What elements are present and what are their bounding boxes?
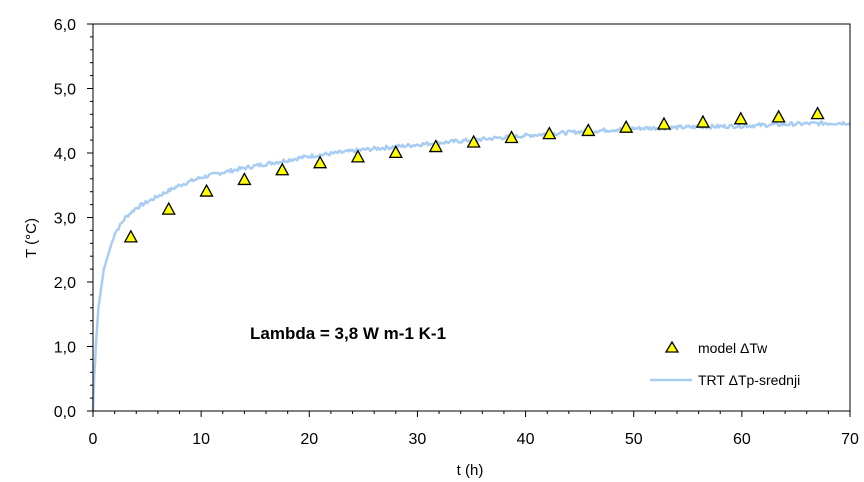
x-tick-label: 40 — [517, 431, 535, 448]
x-tick-label: 50 — [625, 431, 643, 448]
model-point — [123, 229, 138, 243]
model-point — [275, 162, 290, 176]
model-point — [237, 172, 252, 186]
legend: model ΔTw TRT ΔTp-srednji — [650, 340, 800, 388]
y-tick-label: 0,0 — [54, 404, 76, 421]
legend-label-model: model ΔTw — [698, 340, 768, 356]
lambda-annotation: Lambda = 3,8 W m-1 K-1 — [250, 324, 446, 343]
model-point — [695, 114, 711, 128]
y-tick-label: 6,0 — [54, 17, 76, 34]
plot-area — [91, 106, 851, 412]
x-tick-label: 60 — [733, 431, 751, 448]
x-axis-title: t (h) — [457, 462, 484, 479]
model-point — [619, 119, 634, 133]
model-point — [656, 116, 672, 130]
model-point — [733, 111, 748, 125]
model-point — [313, 155, 328, 169]
y-tick-label: 4,0 — [54, 146, 76, 163]
axes: 0,0 1,0 2,0 3,0 4,0 5,0 6,0 0 10 20 30 40 50 60 70 — [54, 17, 859, 448]
model-point — [466, 134, 481, 148]
model-point — [350, 149, 366, 163]
model-point — [771, 109, 786, 123]
y-tick-label: 3,0 — [54, 211, 76, 228]
model-point — [199, 183, 214, 197]
model-point — [388, 144, 403, 159]
y-tick-label: 1,0 — [54, 340, 76, 357]
model-point — [581, 123, 596, 137]
x-tick-label: 10 — [192, 431, 210, 448]
x-tick-label: 20 — [300, 431, 318, 448]
trt-measured-line — [91, 120, 851, 412]
model-point — [542, 126, 557, 140]
model-point — [428, 139, 443, 153]
x-tick-label: 30 — [409, 431, 427, 448]
y-axis-title: T (°C) — [23, 218, 40, 258]
model-point — [161, 201, 176, 215]
model-point — [810, 106, 825, 120]
x-tick-label: 70 — [841, 431, 859, 448]
y-tick-label: 5,0 — [54, 82, 76, 99]
y-tick-label: 2,0 — [54, 275, 76, 292]
legend-label-trt: TRT ΔTp-srednji — [698, 372, 800, 388]
model-point — [504, 130, 519, 144]
x-tick-label: 0 — [89, 431, 98, 448]
legend-marker-model — [664, 340, 680, 353]
